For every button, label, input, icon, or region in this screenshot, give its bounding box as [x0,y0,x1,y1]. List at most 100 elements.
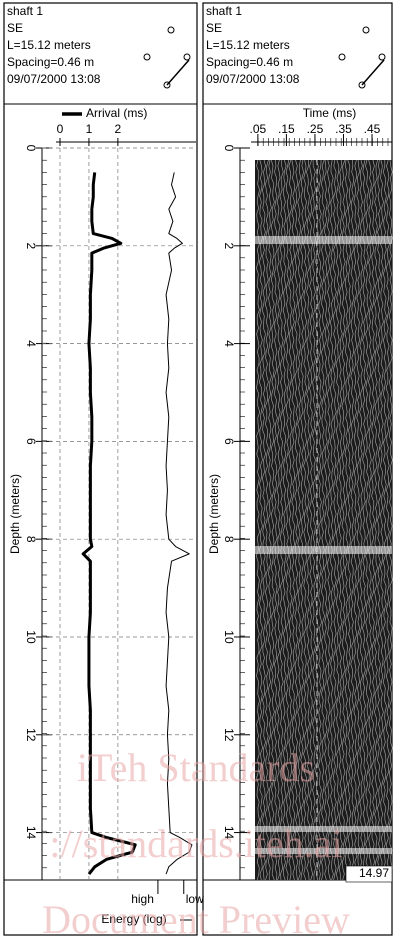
header-line: shaft 1 [206,4,242,18]
y-tick-label: 4 [222,340,236,347]
waveform-band [255,236,392,244]
waveform-trace [261,159,266,881]
y-tick-label: 14 [222,826,236,840]
waveform-trace [347,159,352,881]
x-tick-label: 0 [57,122,64,136]
header-line: Spacing=0.46 m [206,55,293,69]
panel-frame [3,2,198,936]
waveform-trace [273,159,278,881]
energy-line [165,172,193,875]
waveform-trace [297,159,302,881]
y-tick-label: 14 [24,826,38,840]
header-line: 09/07/2000 13:08 [206,72,300,86]
waveform-trace [309,159,314,881]
icon-dot [167,26,175,34]
watermark: Document Preview [42,897,350,937]
icon-dot [362,26,370,34]
waveform-trace [362,159,367,881]
x-tick-label: .35 [335,122,352,136]
waveform-trace [285,159,290,881]
icon-dot [338,53,346,61]
waveform-trace [326,159,331,881]
waveform-trace [300,159,305,881]
y-tick-label: 10 [24,630,38,644]
y-tick-label: 12 [222,728,236,742]
waveform-band [255,546,392,554]
x2-tick-label: low [186,892,204,906]
header-line: Spacing=0.46 m [7,55,94,69]
x-tick-label: .05 [250,122,267,136]
depth-label-box [345,865,393,883]
y-tick-label: 2 [222,242,236,249]
waveform-trace [365,159,370,881]
waveform-trace [267,159,272,881]
waveform-trace [279,159,284,881]
waveform-trace [264,159,269,881]
waveform-trace [376,159,381,881]
waveform-trace [303,159,308,881]
waveform-trace [320,159,325,881]
header-line: L=15.12 meters [7,38,91,52]
y-tick-label: 2 [24,242,38,249]
waveform-band [255,848,392,854]
icon-line [361,59,385,86]
waveform-trace [353,159,358,881]
waveform-trace [329,159,334,881]
y-tick-label: 10 [222,630,236,644]
watermark: ://standards.iteh.ai [49,821,342,866]
y-tick-label: 8 [24,536,38,543]
x-tick-label: 2 [115,122,122,136]
x-tick-label: .15 [278,122,295,136]
y-axis-label: Depth (meters) [8,474,22,554]
y-tick-label: 8 [222,536,236,543]
x-tick-label: 1 [86,122,93,136]
waveform-trace [335,159,340,881]
waveform-trace [255,159,261,881]
y-tick-label: 0 [24,145,38,152]
waveform-trace [317,159,322,881]
waveform-trace [306,159,311,881]
waveform-trace [332,159,337,881]
x-tick-label: .25 [307,122,324,136]
header-line: SE [7,21,23,35]
waveform-band [255,826,392,832]
x2-axis-label: Energy (log) [101,912,166,926]
waveform-trace [258,159,263,881]
waveform-trace [379,159,384,881]
waveform-trace [371,159,376,881]
depth-label: 14.97 [359,866,389,880]
header-line: 09/07/2000 13:08 [7,72,101,86]
waveform-trace [356,159,361,881]
waveform-trace [288,159,293,881]
waveform-trace [276,159,281,881]
legend-label: Arrival (ms) [86,106,147,120]
arrival-line [81,172,137,876]
icon-dot [143,53,151,61]
y-tick-label: 6 [24,438,38,445]
waveform-trace [368,159,373,881]
header-line: L=15.12 meters [206,38,290,52]
y-tick-label: 6 [222,438,236,445]
icon-line [166,59,190,86]
waveform-trace [359,159,364,881]
waveform-trace [341,159,346,881]
icon-dot [163,81,171,89]
waveform-trace [294,159,299,881]
header-line: SE [206,21,222,35]
waveform-trace [350,159,355,881]
x-tick-label: .45 [364,122,381,136]
y-axis-label: Depth (meters) [207,474,221,554]
waveform-traces [255,159,393,881]
waveform-trace [344,159,349,881]
icon-dot [358,81,366,89]
icon-dot [378,53,386,61]
icon-dot [183,53,191,61]
waveform-trace [388,159,393,881]
waveform-trace [338,159,343,881]
waveform-trace [385,159,390,881]
y-tick-label: 12 [24,728,38,742]
y-tick-label: 0 [222,145,236,152]
x2-tick-label: high [131,892,154,906]
